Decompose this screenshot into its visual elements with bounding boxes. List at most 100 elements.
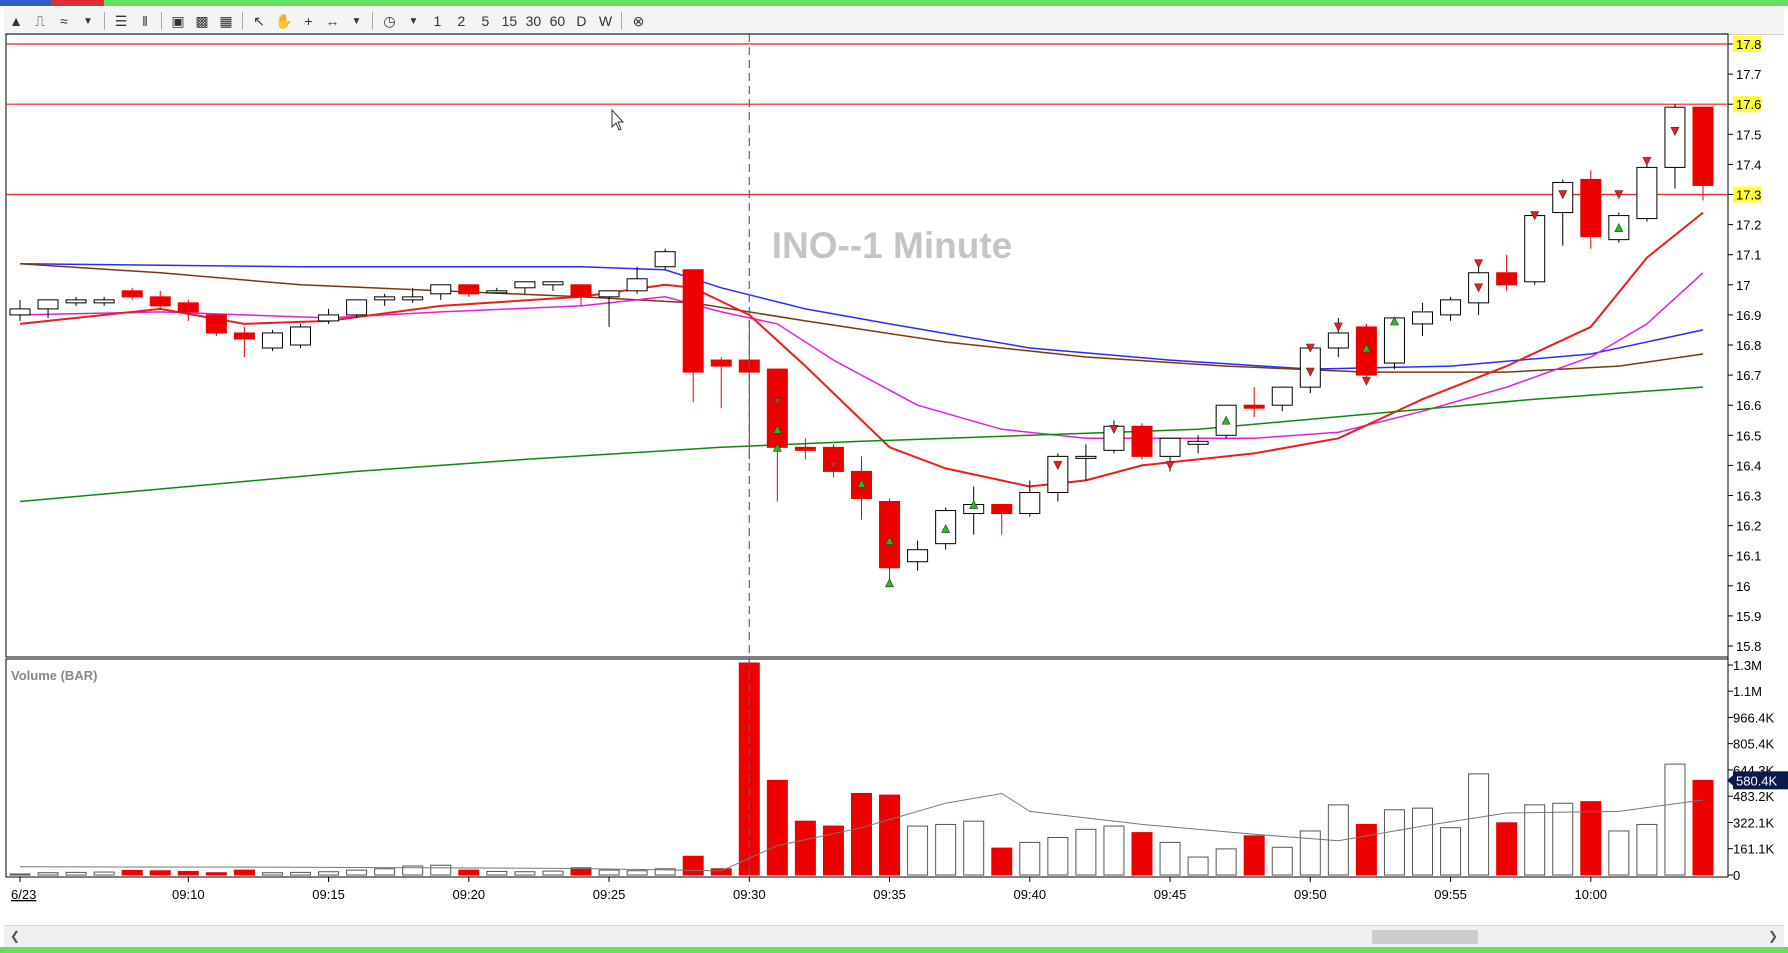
volume-bar — [290, 871, 311, 876]
time-axis-label: 09:40 — [1014, 887, 1047, 902]
period-60-button[interactable]: 60 — [549, 13, 566, 29]
window-title-accent — [0, 0, 52, 6]
period-30-button[interactable]: 30 — [525, 13, 542, 29]
signal-up-marker — [1221, 415, 1231, 425]
volume-average-line — [19, 792, 1704, 872]
period-day-button[interactable]: D — [576, 13, 587, 29]
zoom-box-icon[interactable]: ▩ — [195, 12, 209, 29]
clock-icon[interactable]: ◷ — [383, 12, 396, 29]
volume-bar — [1215, 848, 1237, 876]
period-15-button[interactable]: 15 — [501, 13, 518, 29]
volume-bar — [1299, 830, 1321, 876]
signal-down-marker — [1558, 190, 1568, 200]
price-axis-label: 15.9 — [1736, 609, 1761, 624]
volume-bar — [963, 820, 985, 876]
volume-bar — [205, 872, 227, 876]
period-5-button[interactable]: 5 — [481, 13, 490, 29]
volume-bar — [233, 869, 255, 876]
crosshair-icon[interactable]: + — [304, 13, 313, 29]
volume-bar — [65, 871, 87, 876]
toolbar-separator — [242, 12, 243, 30]
volume-bar — [318, 871, 340, 876]
volume-bar — [1496, 822, 1518, 876]
volume-bar — [766, 779, 788, 876]
price-axis-label: 16.9 — [1736, 308, 1761, 323]
volume-bar — [710, 868, 732, 876]
volume-bar — [37, 872, 59, 876]
volume-bar — [1159, 841, 1181, 876]
volume-bar — [794, 820, 816, 876]
scrollbar-thumb[interactable] — [1372, 930, 1478, 944]
candle-body — [626, 278, 648, 292]
pointer-icon[interactable]: ↖ — [253, 12, 265, 29]
price-axis-label: 17.5 — [1736, 127, 1761, 142]
volume-axis-label: 1.3M — [1733, 658, 1762, 673]
price-axis-label: 16 — [1736, 579, 1750, 594]
period-2-button[interactable]: 2 — [457, 13, 466, 29]
price-axis-label: 16.7 — [1736, 368, 1761, 383]
draw-line-icon[interactable]: ⎍ — [35, 12, 45, 29]
draw-tools-icon[interactable]: ▲ — [9, 13, 23, 29]
volume-bar — [149, 870, 171, 876]
signal-down-marker — [1642, 157, 1652, 167]
chart-title: INO--1 Minute — [772, 225, 1012, 266]
candle-body — [794, 446, 816, 451]
measure-icon[interactable]: ↔ — [325, 13, 340, 29]
candle-body — [121, 290, 143, 298]
chart-toolbar: ▲ ⎍ ≈ ▼ ☰ ‖ ▣ ▩ ▦ ↖ ✋ + ↔ ▼ ◷ ▼ 1 2 5 15… — [4, 8, 1784, 35]
period-1-button[interactable]: 1 — [433, 13, 442, 29]
volume-axis-label: 805.4K — [1733, 737, 1775, 752]
candle-body — [290, 326, 311, 346]
volume-panel-title: Volume (BAR) — [11, 668, 97, 683]
volume-bar — [1187, 856, 1209, 876]
draw-trend-icon[interactable]: ≈ — [60, 13, 68, 29]
horizontal-scrollbar[interactable]: ❮ ❯ — [4, 925, 1784, 948]
vline-icon[interactable]: ‖ — [142, 13, 148, 29]
candle-body — [1271, 386, 1293, 406]
time-axis-label: 09:20 — [453, 887, 486, 902]
hand-icon[interactable]: ✋ — [275, 12, 293, 29]
time-axis-label: 09:35 — [873, 887, 906, 902]
volume-bar — [1608, 830, 1630, 876]
volume-bar — [991, 847, 1013, 876]
volume-bar — [1664, 763, 1686, 876]
price-axis-label: 16.1 — [1736, 549, 1761, 564]
candle-body — [1664, 106, 1686, 168]
price-level-highlight — [1733, 36, 1761, 52]
window-title-accent-red — [52, 0, 104, 6]
scroll-right-icon[interactable]: ❯ — [1767, 929, 1778, 943]
close-circle-icon[interactable]: ⊗ — [632, 12, 645, 29]
candle-body — [570, 284, 592, 298]
dropdown-icon[interactable]: ▼ — [83, 15, 93, 27]
dropdown-icon[interactable]: ▼ — [408, 15, 419, 27]
price-axis-label: 17.4 — [1736, 157, 1761, 172]
volume-bar — [851, 792, 872, 876]
candle-body — [710, 359, 732, 367]
candle-body — [149, 296, 171, 307]
zoom-fit-icon[interactable]: ▣ — [171, 12, 185, 29]
volume-bar — [1103, 825, 1125, 876]
candle-body — [1159, 437, 1181, 457]
volume-bar — [514, 871, 536, 876]
candle-body — [430, 284, 452, 295]
candle-body — [907, 549, 929, 563]
candle-body — [402, 296, 424, 301]
candle-body — [233, 332, 255, 340]
volume-bar — [1468, 773, 1490, 876]
time-axis-label: 09:50 — [1294, 887, 1327, 902]
dropdown-icon[interactable]: ▼ — [351, 15, 362, 27]
volume-bar — [682, 855, 704, 876]
scroll-left-icon[interactable]: ❮ — [10, 929, 21, 943]
price-axis-label: 16.5 — [1736, 428, 1761, 443]
zoom-reset-icon[interactable]: ▦ — [219, 12, 233, 29]
signal-down-marker — [1474, 259, 1484, 269]
signal-down-marker — [828, 461, 838, 471]
moving-average-line — [19, 262, 1704, 370]
candle-body — [822, 446, 844, 472]
period-week-button[interactable]: W — [598, 13, 613, 29]
volume-bar — [1019, 841, 1041, 876]
volume-axis-label: 966.4K — [1733, 710, 1775, 725]
candle-body — [9, 308, 31, 316]
hline-icon[interactable]: ☰ — [114, 12, 128, 29]
